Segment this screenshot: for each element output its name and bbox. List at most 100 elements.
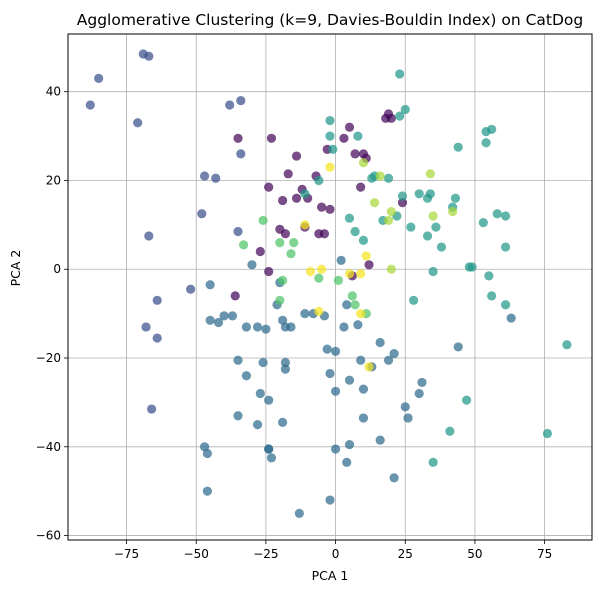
x-tick-label: 25 — [398, 547, 413, 561]
data-point — [364, 362, 374, 372]
data-point — [225, 100, 235, 110]
x-tick-label: −75 — [114, 547, 139, 561]
data-point — [461, 395, 472, 405]
data-point — [487, 291, 497, 301]
data-point — [336, 255, 346, 265]
data-point — [85, 100, 95, 110]
data-point — [283, 169, 293, 179]
data-point — [275, 238, 285, 248]
data-point — [397, 198, 408, 208]
data-point — [358, 158, 369, 168]
data-point — [278, 275, 288, 285]
data-point — [294, 508, 304, 518]
data-point — [356, 309, 366, 319]
data-point — [247, 260, 257, 270]
data-point — [291, 193, 302, 203]
data-point — [492, 209, 502, 219]
data-point — [375, 337, 385, 348]
data-point — [448, 206, 458, 217]
data-point — [330, 346, 341, 356]
data-point — [339, 133, 349, 143]
data-point — [325, 368, 335, 379]
data-point — [255, 246, 265, 257]
data-point — [383, 355, 394, 365]
data-point — [350, 300, 360, 310]
data-point — [330, 444, 341, 454]
data-point — [389, 473, 399, 483]
data-point — [230, 291, 240, 301]
data-point — [389, 348, 399, 359]
x-tick-label: 0 — [332, 547, 340, 561]
data-point — [266, 453, 277, 463]
data-point — [325, 204, 335, 214]
data-point — [186, 284, 196, 294]
data-point — [347, 291, 357, 301]
data-point — [414, 189, 424, 199]
data-point — [144, 51, 154, 61]
data-point — [144, 231, 154, 241]
data-point — [280, 357, 291, 368]
data-point — [264, 182, 274, 192]
data-point — [199, 171, 210, 181]
data-point — [428, 457, 438, 467]
data-point — [213, 317, 224, 328]
data-point — [353, 131, 363, 141]
data-point — [322, 344, 332, 354]
data-point — [361, 251, 371, 261]
data-point — [325, 131, 335, 141]
data-point — [364, 260, 374, 270]
data-point — [291, 151, 302, 161]
data-point — [425, 189, 435, 199]
data-point — [358, 384, 369, 394]
data-point — [506, 313, 516, 323]
data-point — [330, 386, 341, 396]
data-point — [375, 435, 385, 445]
data-point — [205, 280, 215, 290]
y-tick-label: 20 — [46, 173, 61, 187]
data-point — [147, 404, 157, 414]
data-point — [219, 311, 229, 321]
grid-lines — [68, 34, 592, 540]
data-point — [238, 240, 249, 250]
data-point — [325, 162, 335, 172]
data-point — [278, 195, 288, 206]
data-point — [397, 191, 408, 201]
data-point — [350, 226, 360, 237]
data-point — [445, 426, 455, 436]
data-point — [266, 133, 277, 143]
data-point — [141, 322, 151, 332]
data-point — [436, 242, 447, 252]
x-tick-label: 75 — [537, 547, 552, 561]
data-point — [233, 355, 243, 365]
data-point — [450, 193, 461, 203]
data-point — [344, 375, 355, 385]
data-point — [197, 209, 207, 219]
data-point — [133, 118, 143, 128]
data-point — [406, 222, 416, 232]
y-axis-ticks: −60 −40 −20 0 20 40 — [36, 85, 68, 543]
data-point — [344, 213, 355, 223]
x-tick-label: −50 — [184, 547, 209, 561]
data-point — [481, 138, 491, 148]
data-point — [289, 238, 299, 248]
data-point — [300, 309, 310, 319]
data-point — [252, 322, 263, 332]
data-point — [264, 395, 274, 405]
data-point — [152, 333, 162, 343]
data-point — [342, 457, 352, 467]
data-point — [325, 495, 335, 505]
y-tick-label: 0 — [53, 262, 61, 276]
data-point — [236, 149, 246, 159]
data-point — [286, 249, 296, 259]
y-tick-label: −40 — [36, 440, 61, 454]
data-point — [395, 111, 405, 121]
data-point — [356, 269, 366, 279]
data-point — [500, 211, 511, 221]
data-point — [400, 402, 410, 412]
x-tick-label: −25 — [253, 547, 278, 561]
data-point — [484, 271, 494, 281]
data-point — [233, 411, 243, 421]
data-point — [395, 69, 405, 79]
data-point — [275, 295, 285, 305]
data-point — [542, 428, 553, 439]
